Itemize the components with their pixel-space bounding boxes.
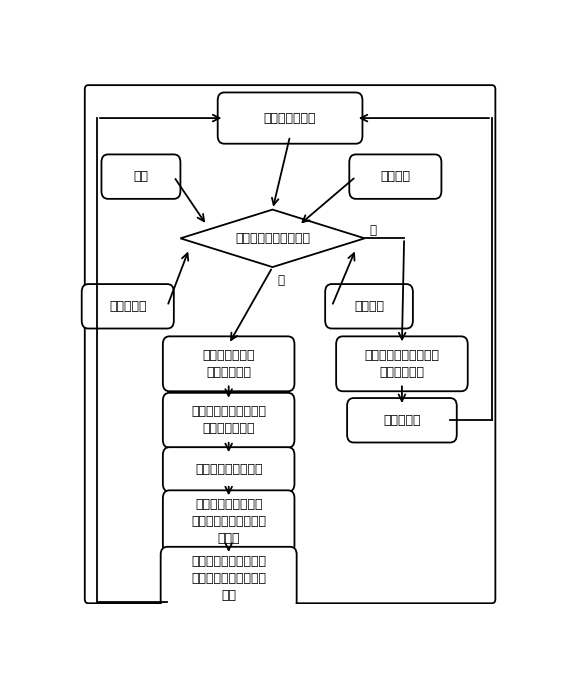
- FancyBboxPatch shape: [82, 284, 174, 329]
- Text: 电量检测: 电量检测: [380, 170, 410, 183]
- FancyBboxPatch shape: [347, 398, 457, 443]
- Text: 服务台向无人机
发出起飞指令: 服务台向无人机 发出起飞指令: [203, 349, 255, 379]
- FancyBboxPatch shape: [163, 336, 294, 391]
- Text: 推拉窗打开，升降台上
升，无人机起飞: 推拉窗打开，升降台上 升，无人机起飞: [191, 405, 266, 435]
- FancyBboxPatch shape: [336, 336, 468, 391]
- Text: 无人机待命: 无人机待命: [383, 414, 421, 427]
- FancyBboxPatch shape: [101, 154, 181, 199]
- FancyBboxPatch shape: [349, 154, 441, 199]
- FancyBboxPatch shape: [161, 547, 297, 610]
- Text: 通过无线充电装置给无
人机电池充电，无人机
待命: 通过无线充电装置给无 人机电池充电，无人机 待命: [191, 555, 266, 602]
- Text: 确定是否满足起飞条件: 确定是否满足起飞条件: [235, 232, 310, 245]
- FancyBboxPatch shape: [163, 393, 294, 447]
- Text: 无人机定点返航、降
落，升降台下降，推拉
窗关闭: 无人机定点返航、降 落，升降台下降，推拉 窗关闭: [191, 498, 266, 545]
- Text: 陀螺仪校准: 陀螺仪校准: [109, 300, 147, 313]
- FancyBboxPatch shape: [163, 490, 294, 553]
- Text: 服务台向无人机和后台
发出禁飞指令: 服务台向无人机和后台 发出禁飞指令: [365, 349, 439, 379]
- Text: 天气: 天气: [134, 170, 148, 183]
- Text: 无人机执行巡检任务: 无人机执行巡检任务: [195, 463, 263, 476]
- FancyBboxPatch shape: [163, 447, 294, 492]
- Polygon shape: [181, 210, 365, 267]
- FancyBboxPatch shape: [218, 92, 362, 144]
- Text: 否: 否: [369, 224, 376, 237]
- FancyBboxPatch shape: [325, 284, 413, 329]
- Text: 通讯正常: 通讯正常: [354, 300, 384, 313]
- Text: 到达预设定时间: 到达预设定时间: [264, 111, 316, 124]
- Text: 是: 是: [277, 274, 284, 287]
- FancyBboxPatch shape: [85, 85, 495, 603]
